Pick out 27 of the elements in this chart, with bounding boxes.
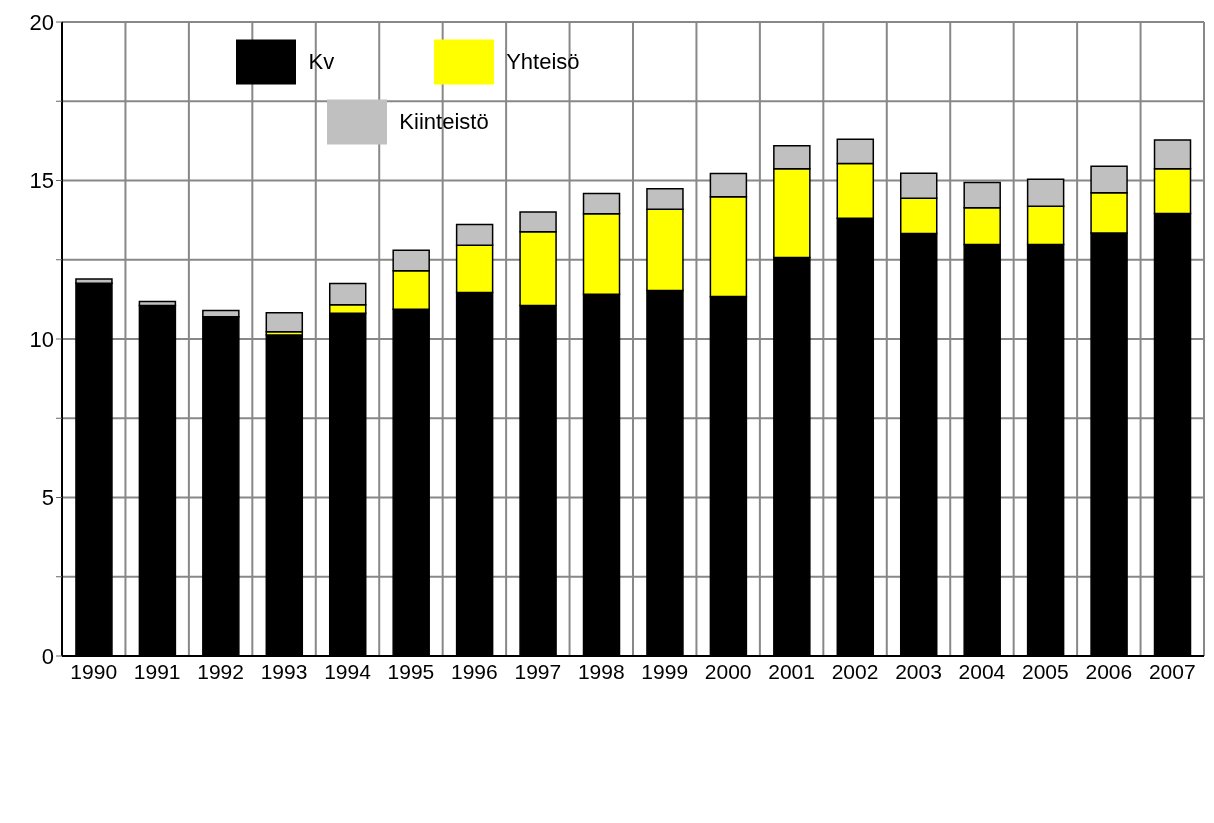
x-tick-label: 1992 (197, 659, 244, 683)
x-tick-label: 1990 (70, 659, 118, 683)
legend-label: Yhteisö (506, 49, 580, 74)
x-tick-label: 2000 (704, 659, 752, 683)
y-tick-label: 20 (29, 9, 54, 35)
y-tick-label: 0 (41, 643, 54, 669)
x-tick-label: 2005 (1022, 659, 1069, 683)
x-tick-label: 1991 (133, 659, 181, 683)
x-tick-label: 1999 (641, 659, 689, 683)
x-tick-label: 1993 (260, 659, 308, 683)
x-tick-label: 1997 (514, 659, 562, 683)
x-tick-label: 2001 (768, 659, 815, 683)
y-tick-label: 5 (41, 485, 54, 511)
legend-label: Kv (308, 49, 335, 74)
bar (265, 311, 304, 333)
x-tick-label: 1994 (324, 659, 372, 683)
x-tick-label: 1998 (577, 659, 625, 683)
x-tick-label: 2003 (895, 659, 942, 683)
x-tick-label: 1995 (387, 659, 435, 683)
x-tick-label: 2007 (1148, 659, 1196, 683)
x-tick-label: 2002 (831, 659, 879, 683)
x-tick-label: 2004 (958, 659, 1006, 683)
x-tick-label: 2006 (1085, 659, 1133, 683)
legend-label: Kiinteistö (399, 109, 489, 134)
x-tick-label: 1996 (451, 659, 498, 683)
y-tick-label: 15 (29, 168, 54, 194)
y-tick-label: 10 (29, 326, 54, 352)
